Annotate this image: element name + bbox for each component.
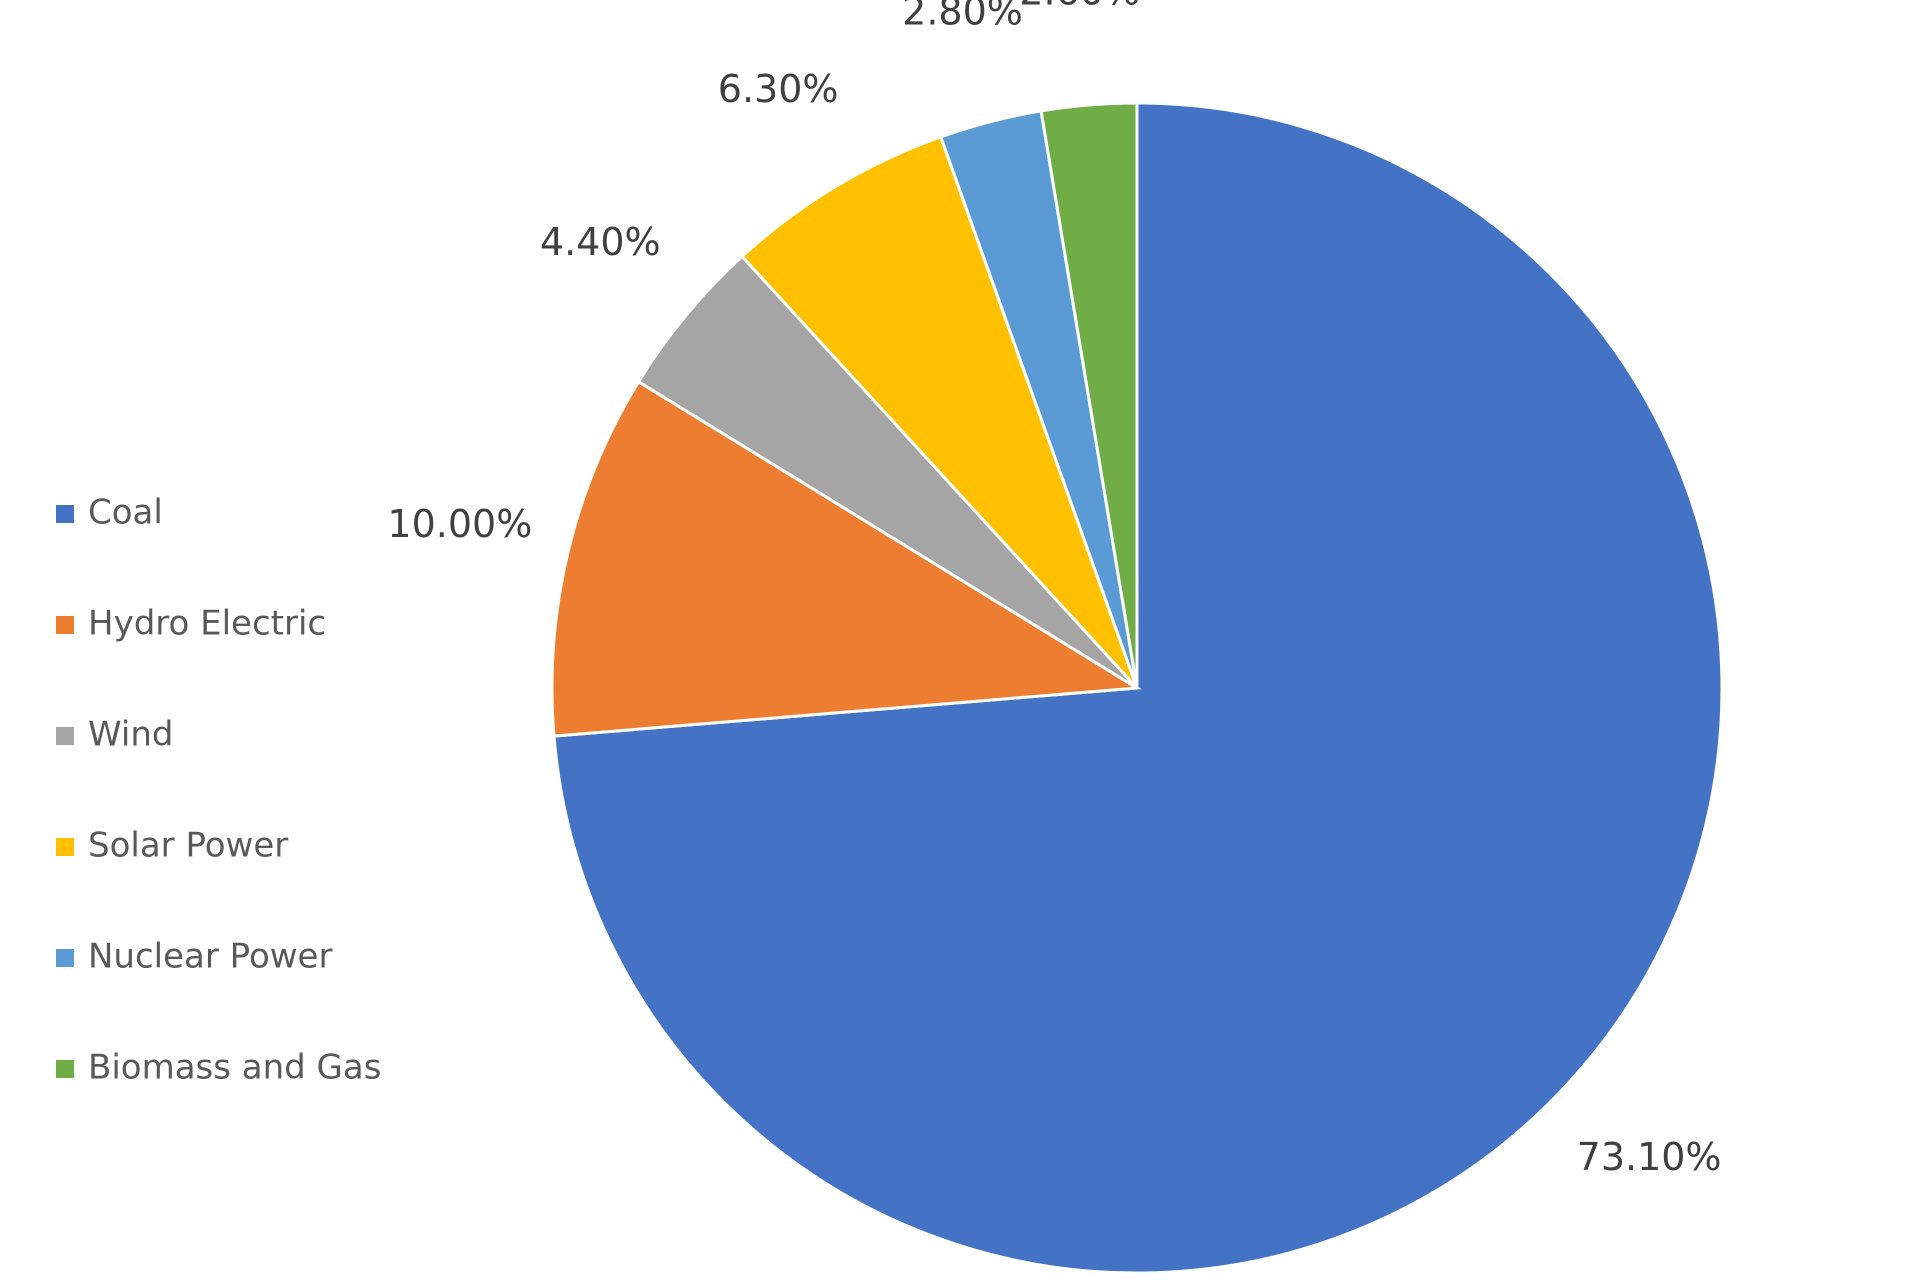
data-label: 2.80% bbox=[902, 0, 1023, 34]
legend-swatch bbox=[56, 838, 74, 856]
pie-slice bbox=[1039, 101, 1139, 689]
legend-label: Solar Power bbox=[88, 826, 288, 866]
legend-swatch bbox=[56, 727, 74, 745]
legend-swatch bbox=[56, 616, 74, 634]
pie-slice bbox=[636, 254, 1139, 690]
data-label: 73.10% bbox=[1577, 1135, 1722, 1179]
legend-label: Nuclear Power bbox=[88, 937, 332, 977]
legend-swatch bbox=[56, 505, 74, 523]
pie-slice bbox=[739, 134, 1139, 690]
data-label: 4.40% bbox=[540, 220, 661, 264]
data-label: 10.00% bbox=[387, 502, 532, 546]
legend-label: Coal bbox=[88, 493, 163, 533]
legend-label: Hydro Electric bbox=[88, 604, 326, 644]
legend-label: Biomass and Gas bbox=[88, 1048, 381, 1088]
data-label: 6.30% bbox=[718, 67, 839, 111]
pie-slice bbox=[550, 379, 1142, 738]
data-label: 2.60% bbox=[1019, 0, 1140, 14]
legend-swatch bbox=[56, 1060, 74, 1078]
legend-label: Wind bbox=[88, 715, 173, 755]
legend-swatch bbox=[56, 949, 74, 967]
